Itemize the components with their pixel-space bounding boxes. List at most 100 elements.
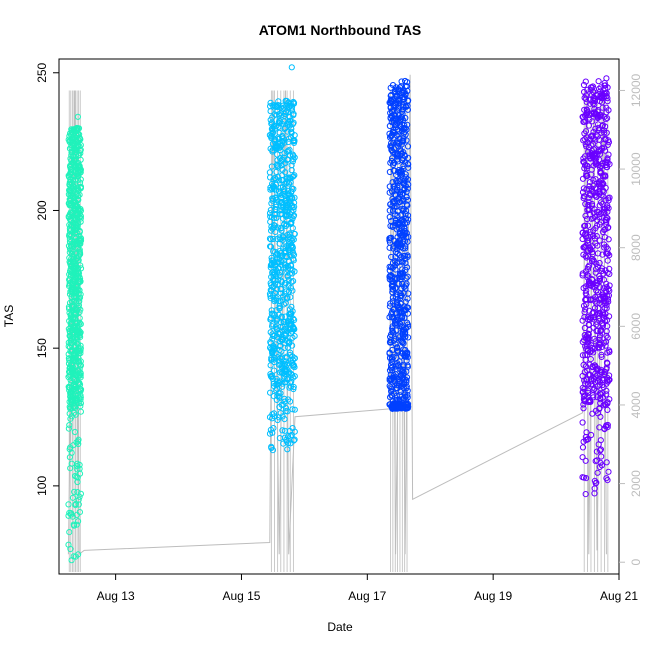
data-point (67, 393, 74, 400)
data-point (601, 371, 608, 378)
data-point (290, 278, 297, 285)
data-point (278, 259, 285, 266)
data-point (593, 448, 601, 455)
data-point (403, 400, 410, 407)
data-point (286, 369, 293, 376)
data-point (72, 500, 79, 508)
data-point (290, 185, 297, 193)
data-point (604, 257, 611, 264)
data-point (404, 121, 411, 128)
data-point (599, 251, 606, 258)
y-tick-label-1: 150 (35, 338, 49, 358)
data-point (389, 294, 396, 301)
data-point (597, 332, 604, 339)
data-point (280, 401, 287, 408)
data-point (586, 279, 593, 286)
data-point (284, 446, 291, 453)
data-point (282, 325, 289, 332)
data-point (75, 518, 82, 525)
data-point (66, 410, 73, 417)
data-point (268, 307, 275, 314)
data-point (592, 185, 599, 192)
data-point (586, 262, 593, 269)
data-point (582, 283, 589, 290)
data-point (289, 120, 296, 128)
data-point (269, 350, 276, 357)
data-point (402, 77, 409, 85)
data-point (289, 406, 296, 413)
data-point (602, 172, 609, 179)
data-point (579, 419, 586, 426)
data-point (284, 187, 292, 194)
data-point (71, 522, 78, 529)
data-point (596, 237, 603, 244)
data-point (599, 390, 606, 397)
data-point (599, 200, 606, 208)
data-point (399, 137, 406, 144)
data-point (400, 218, 407, 225)
data-point (583, 287, 590, 294)
data-point (68, 557, 75, 564)
data-point (391, 275, 399, 282)
data-point (606, 396, 613, 403)
y2-tick-label-3: 6000 (629, 313, 643, 340)
data-point (400, 385, 407, 392)
data-point (579, 317, 586, 324)
data-point (403, 383, 410, 390)
y-tick-label-3: 250 (35, 62, 49, 82)
data-point (269, 447, 276, 454)
data-point (396, 198, 404, 206)
data-point (582, 78, 589, 85)
data-point (582, 457, 589, 464)
data-point (404, 264, 411, 271)
data-point (74, 438, 82, 445)
data-point (283, 295, 291, 302)
data-point (396, 221, 403, 228)
data-point (271, 183, 278, 190)
data-point (270, 393, 277, 400)
data-point (592, 458, 599, 465)
data-point (270, 343, 277, 350)
x-tick-label-0: Aug 13 (97, 589, 135, 603)
data-point (389, 282, 396, 290)
data-point (582, 392, 589, 399)
data-point (584, 162, 591, 169)
data-point (604, 406, 611, 413)
data-point (604, 424, 611, 431)
data-point (601, 401, 608, 408)
data-point (66, 422, 73, 429)
data-point (584, 215, 591, 223)
data-point (604, 115, 611, 122)
data-point (386, 314, 393, 321)
data-point (289, 270, 296, 277)
data-point (273, 214, 280, 221)
data-point (582, 141, 589, 148)
data-point (395, 305, 402, 312)
data-point (74, 331, 81, 338)
data-point (74, 238, 81, 245)
data-point (394, 234, 401, 241)
data-point (393, 298, 401, 306)
data-point (603, 289, 610, 296)
data-point (290, 138, 297, 145)
data-point (583, 107, 591, 114)
data-point (593, 260, 600, 267)
data-point (283, 288, 290, 295)
data-point (398, 285, 405, 292)
data-point (400, 326, 407, 333)
data-point (583, 170, 590, 177)
data-point (275, 123, 282, 131)
data-point (400, 162, 407, 169)
y-tick-label-0: 100 (35, 476, 49, 496)
data-point (282, 300, 289, 307)
data-point (76, 135, 83, 143)
data-point (285, 282, 292, 289)
data-point (596, 180, 603, 187)
data-point (77, 147, 84, 154)
data-point (65, 360, 73, 367)
data-point (589, 88, 597, 95)
data-point (279, 427, 286, 434)
data-point (271, 125, 279, 132)
data-point (590, 386, 597, 393)
data-point (277, 361, 284, 368)
